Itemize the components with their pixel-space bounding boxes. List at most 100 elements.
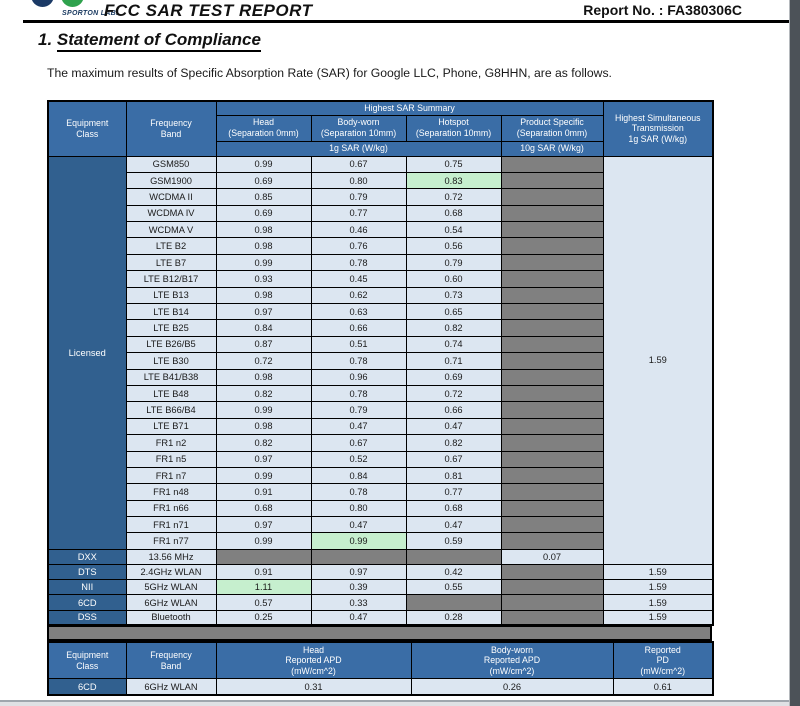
sporton-lab-logo: SPORTON LAB. bbox=[30, 0, 118, 20]
hotspot-sar-cell: 0.79 bbox=[405, 253, 502, 272]
head-sar-cell: 0.97 bbox=[215, 450, 312, 468]
frequency-band-cell: LTE B25 bbox=[125, 319, 217, 337]
body-apd-cell: 0.26 bbox=[410, 677, 614, 696]
hotspot-sar-cell: 0.71 bbox=[405, 352, 502, 370]
table-row: FR1 n48 0.91 0.78 0.77 bbox=[48, 483, 713, 501]
table-row: LTE B14 0.97 0.63 0.65 bbox=[48, 303, 713, 321]
table-row: DTS 2.4GHz WLAN 0.91 0.97 0.42 1.59 bbox=[47, 564, 714, 581]
product-specific-cell bbox=[500, 532, 604, 550]
table-row: LTE B66/B4 0.99 0.79 0.66 bbox=[48, 401, 713, 419]
head-sar-cell: 0.98 bbox=[215, 237, 312, 255]
hotspot-sar-cell: 0.68 bbox=[405, 204, 502, 223]
product-specific-cell bbox=[500, 417, 604, 436]
frequency-band-cell: WCDMA IV bbox=[125, 204, 217, 223]
frequency-band-cell: LTE B71 bbox=[125, 417, 217, 436]
hotspot-sar-cell: 0.56 bbox=[405, 237, 502, 255]
body-sar-cell: 0.78 bbox=[310, 253, 407, 272]
table-header-row: 1g SAR (W/kg) 10g SAR (W/kg) bbox=[48, 140, 713, 157]
product-specific-cell bbox=[500, 188, 604, 206]
body-sar-cell: 0.33 bbox=[310, 594, 407, 611]
frequency-band-cell: GSM1900 bbox=[125, 171, 217, 190]
hotspot-sar-cell: 0.66 bbox=[405, 401, 502, 419]
frequency-band-cell: FR1 n66 bbox=[125, 499, 217, 518]
head-sar-cell: 0.98 bbox=[215, 417, 312, 436]
body-sar-cell: 0.51 bbox=[310, 335, 407, 354]
frequency-band-header: Frequency Band bbox=[125, 641, 217, 679]
table-row: FR1 n2 0.82 0.67 0.82 bbox=[48, 434, 713, 452]
body-sar-cell: 0.96 bbox=[310, 368, 407, 386]
body-sar-cell: 0.78 bbox=[310, 483, 407, 501]
section-title: Statement of Compliance bbox=[56, 30, 261, 52]
frequency-band-cell: Bluetooth bbox=[125, 609, 217, 626]
hotspot-sar-cell: 0.72 bbox=[405, 384, 502, 403]
frequency-band-cell: FR1 n77 bbox=[125, 532, 217, 550]
body-sar-cell: 0.39 bbox=[310, 579, 407, 596]
hotspot-sar-cell: 0.47 bbox=[405, 417, 502, 436]
logo-green-circle-icon bbox=[61, 0, 84, 7]
body-sar-cell: 0.63 bbox=[310, 303, 407, 321]
header-divider bbox=[23, 20, 793, 23]
hotspot-sar-cell bbox=[405, 594, 502, 611]
product-specific-cell bbox=[500, 286, 604, 305]
product-specific-cell bbox=[500, 384, 604, 403]
body-sar-cell: 0.76 bbox=[310, 237, 407, 255]
table-row: WCDMA IV 0.69 0.77 0.68 bbox=[48, 204, 713, 223]
body-sar-cell: 0.79 bbox=[310, 188, 407, 206]
head-sar-cell bbox=[215, 548, 312, 566]
head-sar-cell: 0.69 bbox=[215, 204, 312, 223]
body-sar-cell bbox=[310, 548, 407, 566]
product-specific-cell bbox=[500, 594, 604, 611]
equipment-class-cell: Licensed bbox=[47, 155, 127, 550]
reported-pd-header: Reported PD (mW/cm^2) bbox=[612, 641, 714, 679]
product-specific-cell bbox=[500, 319, 604, 337]
document-title: FCC SAR TEST REPORT bbox=[104, 1, 313, 20]
equipment-class-cell: 6CD bbox=[47, 594, 127, 611]
frequency-band-cell: LTE B7 bbox=[125, 253, 217, 272]
table-row: LTE B12/B17 0.93 0.45 0.60 bbox=[48, 270, 713, 288]
intro-text: The maximum results of Specific Absorpti… bbox=[47, 66, 612, 80]
table-spacer-band bbox=[47, 626, 712, 642]
body-sar-cell: 0.99 bbox=[310, 532, 407, 550]
frequency-band-cell: LTE B26/B5 bbox=[125, 335, 217, 354]
product-specific-cell bbox=[500, 466, 604, 485]
head-sar-cell: 0.85 bbox=[215, 188, 312, 206]
frequency-band-cell: 6GHz WLAN bbox=[125, 594, 217, 611]
frequency-band-cell: FR1 n2 bbox=[125, 434, 217, 452]
hotspot-sar-cell: 0.81 bbox=[405, 466, 502, 485]
equipment-class-cell: DSS bbox=[47, 609, 127, 626]
frequency-band-cell: LTE B41/B38 bbox=[125, 368, 217, 386]
equipment-class-cell: DXX bbox=[47, 548, 127, 566]
logo-blue-circle-icon bbox=[31, 0, 54, 7]
scrollbar[interactable] bbox=[789, 0, 800, 706]
head-sar-cell: 0.72 bbox=[215, 352, 312, 370]
frequency-band-cell: LTE B14 bbox=[125, 303, 217, 321]
sar-summary-table: Equipment Class Frequency Band Highest S… bbox=[47, 100, 715, 627]
head-sar-cell: 0.91 bbox=[215, 564, 312, 581]
table-row: LTE B30 0.72 0.78 0.71 bbox=[48, 352, 713, 370]
product-specific-column-header: Product Specific (Separation 0mm) bbox=[500, 114, 604, 142]
body-sar-cell: 0.77 bbox=[310, 204, 407, 223]
table-row: LTE B71 0.98 0.47 0.47 bbox=[48, 417, 713, 436]
product-specific-cell bbox=[500, 450, 604, 468]
simultaneous-sar-cell: 1.59 bbox=[602, 609, 714, 626]
frequency-band-cell: WCDMA II bbox=[125, 188, 217, 206]
report-number: Report No. : FA380306C bbox=[583, 2, 742, 18]
head-sar-cell: 0.87 bbox=[215, 335, 312, 354]
frequency-band-cell: LTE B2 bbox=[125, 237, 217, 255]
body-sar-cell: 0.46 bbox=[310, 221, 407, 239]
frequency-band-cell: LTE B12/B17 bbox=[125, 270, 217, 288]
head-sar-cell: 0.57 bbox=[215, 594, 312, 611]
head-sar-cell: 0.69 bbox=[215, 171, 312, 190]
head-apd-header: Head Reported APD (mW/cm^2) bbox=[215, 641, 412, 679]
product-specific-cell bbox=[500, 303, 604, 321]
frequency-band-cell: LTE B30 bbox=[125, 352, 217, 370]
product-specific-cell bbox=[500, 516, 604, 534]
hotspot-sar-cell: 0.65 bbox=[405, 303, 502, 321]
body-sar-cell: 0.79 bbox=[310, 401, 407, 419]
table-row: Licensed GSM850 0.99 0.67 0.75 1.59 bbox=[47, 155, 714, 566]
table-row: DXX 13.56 MHz 0.07 bbox=[47, 548, 713, 566]
head-sar-cell: 0.99 bbox=[215, 253, 312, 272]
hotspot-sar-cell: 0.82 bbox=[405, 434, 502, 452]
hotspot-sar-cell: 0.68 bbox=[405, 499, 502, 518]
table-header-row: Equipment Class Frequency Band Highest S… bbox=[47, 100, 714, 157]
